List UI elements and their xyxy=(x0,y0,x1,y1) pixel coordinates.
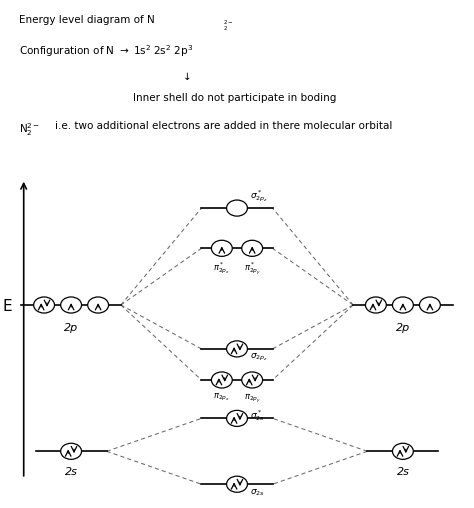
Text: Inner shell do not participate in boding: Inner shell do not participate in boding xyxy=(133,93,336,104)
Text: $\pi^*_{2p_y}$: $\pi^*_{2p_y}$ xyxy=(244,261,261,277)
Circle shape xyxy=(61,443,82,459)
Circle shape xyxy=(88,297,109,313)
Circle shape xyxy=(211,372,232,388)
Circle shape xyxy=(227,341,247,357)
Text: Energy level diagram of N: Energy level diagram of N xyxy=(19,15,155,25)
Circle shape xyxy=(227,476,247,492)
Text: $\sigma_{2p_z}$: $\sigma_{2p_z}$ xyxy=(250,352,268,363)
Circle shape xyxy=(419,297,440,313)
Text: i.e. two additional electrons are added in there molecular orbital: i.e. two additional electrons are added … xyxy=(55,121,392,132)
Circle shape xyxy=(227,200,247,216)
Text: $\downarrow$: $\downarrow$ xyxy=(180,71,191,82)
Circle shape xyxy=(392,297,413,313)
Text: E: E xyxy=(2,299,12,314)
Text: $\sigma^*_{2s}$: $\sigma^*_{2s}$ xyxy=(250,408,264,423)
Circle shape xyxy=(211,240,232,257)
Text: $_2^{2-}$: $_2^{2-}$ xyxy=(223,18,233,33)
Text: Configuration of N $\rightarrow$ 1s$^2$ 2s$^2$ 2p$^3$: Configuration of N $\rightarrow$ 1s$^2$ … xyxy=(19,43,193,59)
Circle shape xyxy=(227,410,247,426)
Text: $\sigma^*_{2p_z}$: $\sigma^*_{2p_z}$ xyxy=(250,188,268,204)
Text: $\pi^*_{2p_x}$: $\pi^*_{2p_x}$ xyxy=(213,261,230,276)
Text: N$_2^{2-}$: N$_2^{2-}$ xyxy=(19,121,40,138)
Circle shape xyxy=(34,297,55,313)
Circle shape xyxy=(242,372,263,388)
Text: 2p: 2p xyxy=(396,323,410,333)
Text: 2p: 2p xyxy=(64,323,78,333)
Text: 2s: 2s xyxy=(396,467,410,478)
Circle shape xyxy=(392,443,413,459)
Circle shape xyxy=(365,297,386,313)
Text: $\pi_{2p_y}$: $\pi_{2p_y}$ xyxy=(244,392,261,405)
Text: 2s: 2s xyxy=(64,467,78,478)
Circle shape xyxy=(242,240,263,257)
Text: $\sigma_{2s}$: $\sigma_{2s}$ xyxy=(250,487,264,498)
Circle shape xyxy=(61,297,82,313)
Text: $\pi_{2p_x}$: $\pi_{2p_x}$ xyxy=(213,392,230,403)
